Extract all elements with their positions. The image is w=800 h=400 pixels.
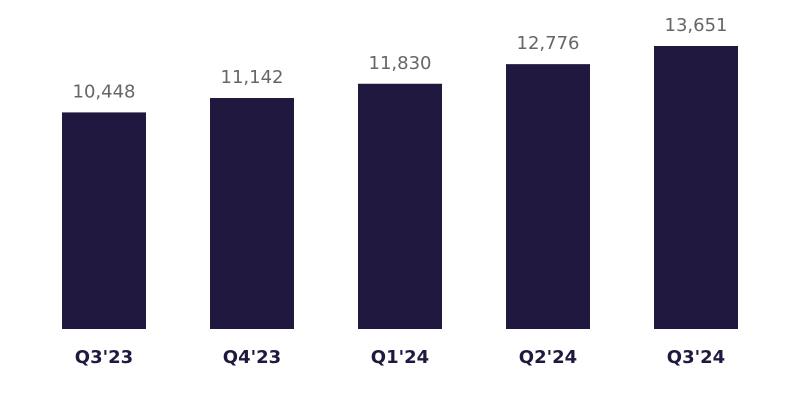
x-tick-label: Q1'24 (371, 347, 429, 368)
value-label: 11,142 (221, 67, 284, 88)
bar (506, 64, 590, 329)
value-label: 12,776 (517, 33, 580, 54)
value-label: 11,830 (369, 53, 432, 74)
value-label: 13,651 (665, 15, 728, 36)
bar (62, 112, 146, 329)
bar (654, 46, 738, 329)
x-tick-label: Q3'24 (667, 347, 725, 368)
bar (210, 98, 294, 329)
x-tick-label: Q2'24 (519, 347, 577, 368)
value-label: 10,448 (73, 81, 136, 102)
x-tick-label: Q3'23 (75, 347, 133, 368)
x-tick-label: Q4'23 (223, 347, 281, 368)
bar (358, 83, 442, 329)
